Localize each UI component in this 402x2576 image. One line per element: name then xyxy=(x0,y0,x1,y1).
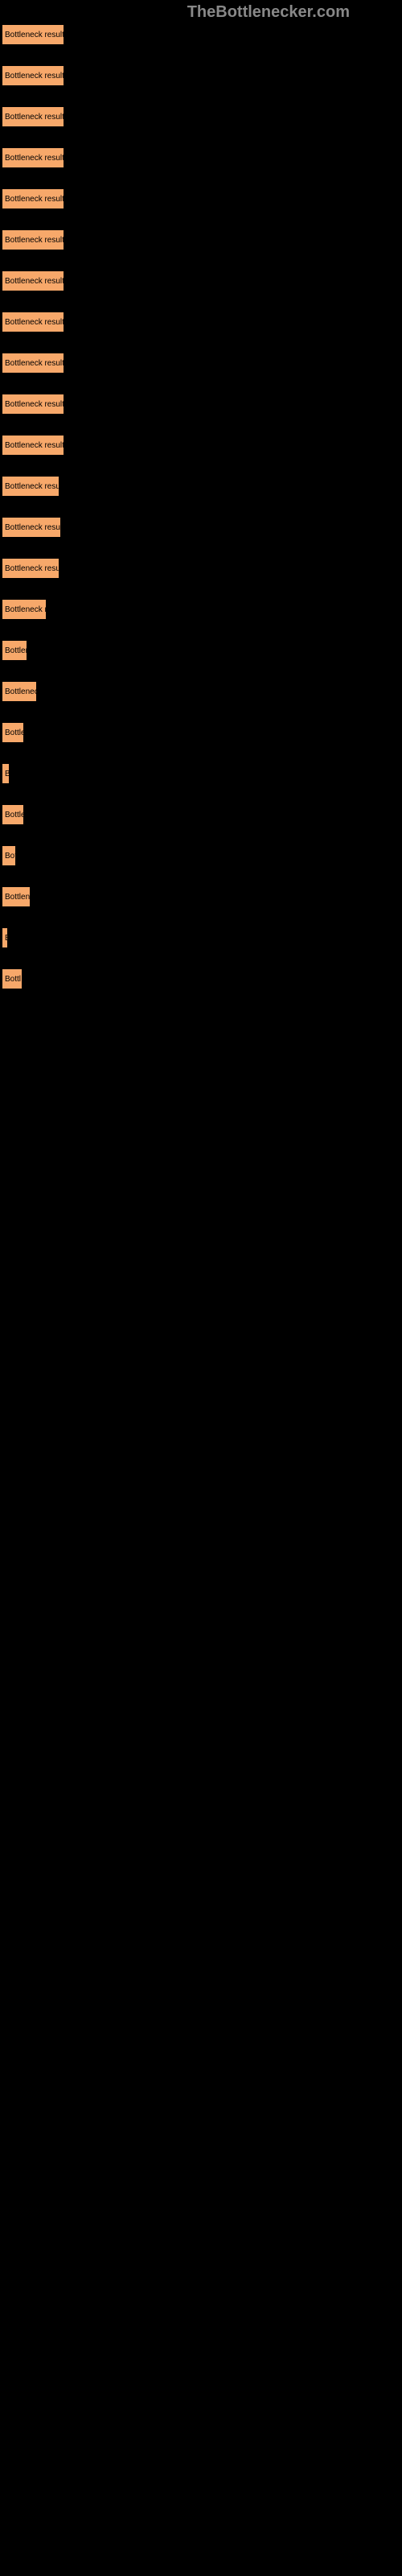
bar-label: Bottleneck result xyxy=(5,236,64,245)
bar-item: Bot xyxy=(2,845,16,866)
bar-label: Bottleneck resu xyxy=(5,564,59,573)
bar-item: Bottleneck result xyxy=(2,312,64,332)
bar-label: Bottleneck result xyxy=(5,277,64,286)
bar-item: Bottleneck resu xyxy=(2,476,59,497)
bar-item: Bottleneck result xyxy=(2,106,64,127)
bar-item: Bottleneck result xyxy=(2,353,64,374)
bar-item: Bottleneck result xyxy=(2,270,64,291)
bar-item: B xyxy=(2,927,8,948)
bar-label: B xyxy=(5,770,10,778)
bar-label: Bottleneck result xyxy=(5,441,64,450)
bar-label: Bottleneck result xyxy=(5,318,64,327)
bar-item: Bottleneck result xyxy=(2,188,64,209)
bar-label: Bottleneck result xyxy=(5,113,64,122)
bar-label: Bottleneck result xyxy=(5,154,64,163)
bar-label: Bottleneck result xyxy=(5,359,64,368)
bar-item: Bottleneck result xyxy=(2,147,64,168)
bar-label: B xyxy=(5,934,8,943)
bar-item: Bottleneck result xyxy=(2,229,64,250)
bar-item: Bottleneck result xyxy=(2,435,64,456)
bars-container: Bottleneck result Bottleneck result Bottle… xyxy=(2,24,64,1009)
bar-item: Bottleneck result xyxy=(2,65,64,86)
bar-label: Bottl xyxy=(5,975,21,984)
bar-item: Bottleneck result xyxy=(2,394,64,415)
bar-item: Bottlen xyxy=(2,640,27,661)
bar-label: Bottleneck result xyxy=(5,72,64,80)
bar-item: Bottleneck r xyxy=(2,599,47,620)
bar-label: Bottle xyxy=(5,811,24,819)
bar-label: Bottlen xyxy=(5,646,27,655)
bar-label: Bottleneck result xyxy=(5,523,61,532)
bar-item: B xyxy=(2,763,10,784)
watermark-text: TheBottlenecker.com xyxy=(187,3,350,22)
bar-label: Bottleneck result xyxy=(5,31,64,39)
bar-label: Bottleneck result xyxy=(5,195,64,204)
bar-item: Bottle xyxy=(2,722,24,743)
bar-label: Bot xyxy=(5,852,16,861)
bar-label: Bottle xyxy=(5,729,24,737)
bar-item: Bottleneck resu xyxy=(2,558,59,579)
bar-label: Bottlene xyxy=(5,893,31,902)
bar-item: Bottlene xyxy=(2,886,31,907)
bar-item: Bottl xyxy=(2,968,23,989)
bar-item: Bottleneck result xyxy=(2,517,61,538)
bar-label: Bottleneck xyxy=(5,687,37,696)
bar-label: Bottleneck result xyxy=(5,400,64,409)
bar-item: Bottle xyxy=(2,804,24,825)
bar-label: Bottleneck resu xyxy=(5,482,59,491)
bar-item: Bottleneck result xyxy=(2,24,64,45)
bar-label: Bottleneck r xyxy=(5,605,47,614)
bar-item: Bottleneck xyxy=(2,681,37,702)
